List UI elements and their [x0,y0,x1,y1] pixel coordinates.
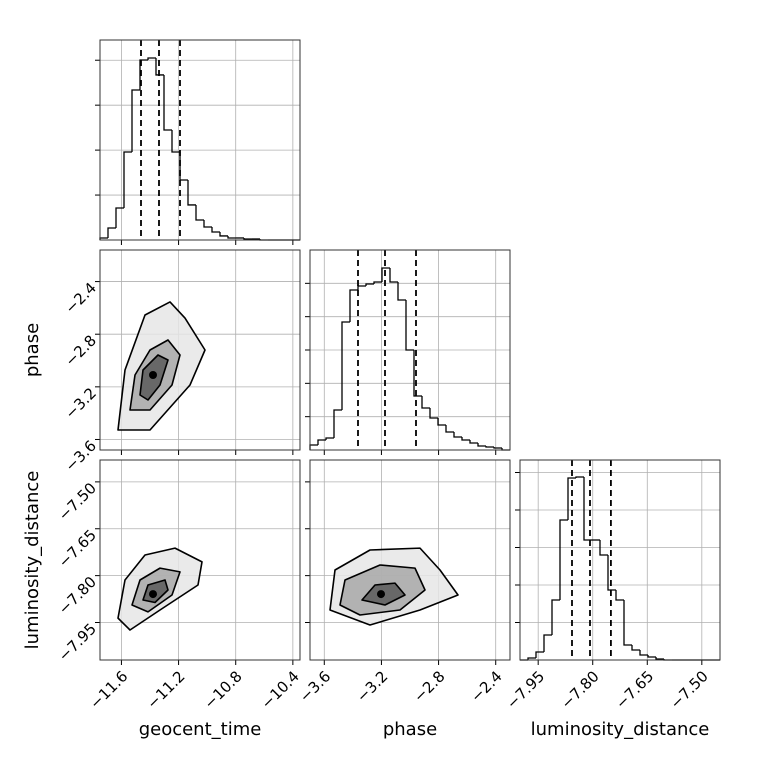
histogram-bin [405,300,414,351]
histogram-bin [397,282,406,301]
histogram-bin [195,204,204,221]
histogram-bin [139,59,148,90]
y-tick-label: −2.8 [62,331,100,369]
histogram-bin [179,152,188,181]
x-tick-label: −2.4 [467,667,505,705]
x-tick-label: −3.6 [296,667,334,705]
histogram-bin [187,180,196,206]
panel-frame [99,249,301,451]
histogram-bin [551,599,560,635]
panel-frame [309,249,511,451]
histogram-bin [317,439,326,445]
x-tick-label: −10.8 [200,667,245,712]
histogram-bin [599,540,608,556]
histogram-bin [559,519,568,600]
histogram-bin [567,477,576,520]
histogram-bin [123,151,132,208]
histogram-bin [373,281,382,284]
histogram-bin [527,657,536,660]
histogram-bin [381,267,390,282]
histogram-bin [171,130,180,153]
y-tick-label: −3.6 [62,437,100,475]
x-tick-label: −2.8 [410,667,448,705]
histogram-bin [575,476,584,478]
peak-marker [149,590,157,599]
histogram-bin [243,237,252,240]
histogram-bin [115,207,124,228]
histogram-bin [389,268,398,283]
histogram-bin [469,440,478,444]
histogram-bin [325,437,334,440]
histogram-bin [461,437,470,441]
x-tick-label: −10.4 [258,667,303,712]
y-tick-label: −3.2 [62,384,100,422]
histogram-bin [203,220,212,228]
x-tick-label: −7.80 [558,667,603,712]
histogram-bin [607,555,616,591]
histogram-bin [535,651,544,658]
x-tick-label: −7.50 [667,667,712,712]
y-tick-label: −7.50 [55,479,100,524]
histogram-bin [493,447,502,449]
histogram-bin [655,657,664,660]
y-tick-label: −2.4 [62,279,100,317]
x-tick-label: −11.2 [143,667,188,712]
histogram-bin [623,600,632,646]
histogram-bin [413,350,422,397]
panel-frame [519,459,721,661]
histogram-bin [543,634,552,652]
histogram-bin [445,425,454,433]
histogram-bin [147,57,156,60]
y-tick-label: −7.65 [55,526,100,571]
histogram-bin [615,590,624,601]
histogram-bin [453,432,462,438]
histogram-bin [349,289,358,322]
histogram-bin [227,235,236,239]
histogram-bin [333,409,342,438]
histogram-bin [341,321,350,410]
peak-marker [377,590,385,599]
histogram-bin [131,89,140,153]
y-tick-label: −7.80 [55,573,100,618]
panel-frame [99,39,301,241]
panel-frame [99,459,301,661]
histogram-bin [631,645,640,651]
y-axis-label: phase [22,323,43,377]
panel-frame [309,459,511,661]
histogram-bin [365,283,374,286]
histogram-bin [163,74,172,131]
x-axis-label: phase [383,719,437,740]
x-tick-label: −3.2 [353,667,391,705]
y-tick-label: −7.95 [55,620,100,665]
histogram-bin [155,57,164,76]
histogram-bin [309,444,318,450]
histogram-bin [647,655,656,658]
x-tick-label: −7.95 [503,667,548,712]
histogram-bin [485,446,494,448]
histogram-bin [219,232,228,237]
x-tick-label: −11.6 [86,667,131,712]
x-tick-label: −7.65 [612,667,657,712]
histogram-bin [429,408,438,419]
histogram-bin [437,418,446,426]
histogram-bin [357,285,366,290]
x-axis-label: luminosity_distance [531,719,710,740]
peak-marker [149,371,157,379]
y-axis-label: luminosity_distance [22,471,43,650]
histogram-bin [107,227,116,238]
histogram-bin [211,226,220,233]
x-axis-label: geocent_time [139,719,262,740]
histogram-bin [477,443,486,447]
histogram-bin [639,650,648,656]
histogram-bin [421,396,430,409]
